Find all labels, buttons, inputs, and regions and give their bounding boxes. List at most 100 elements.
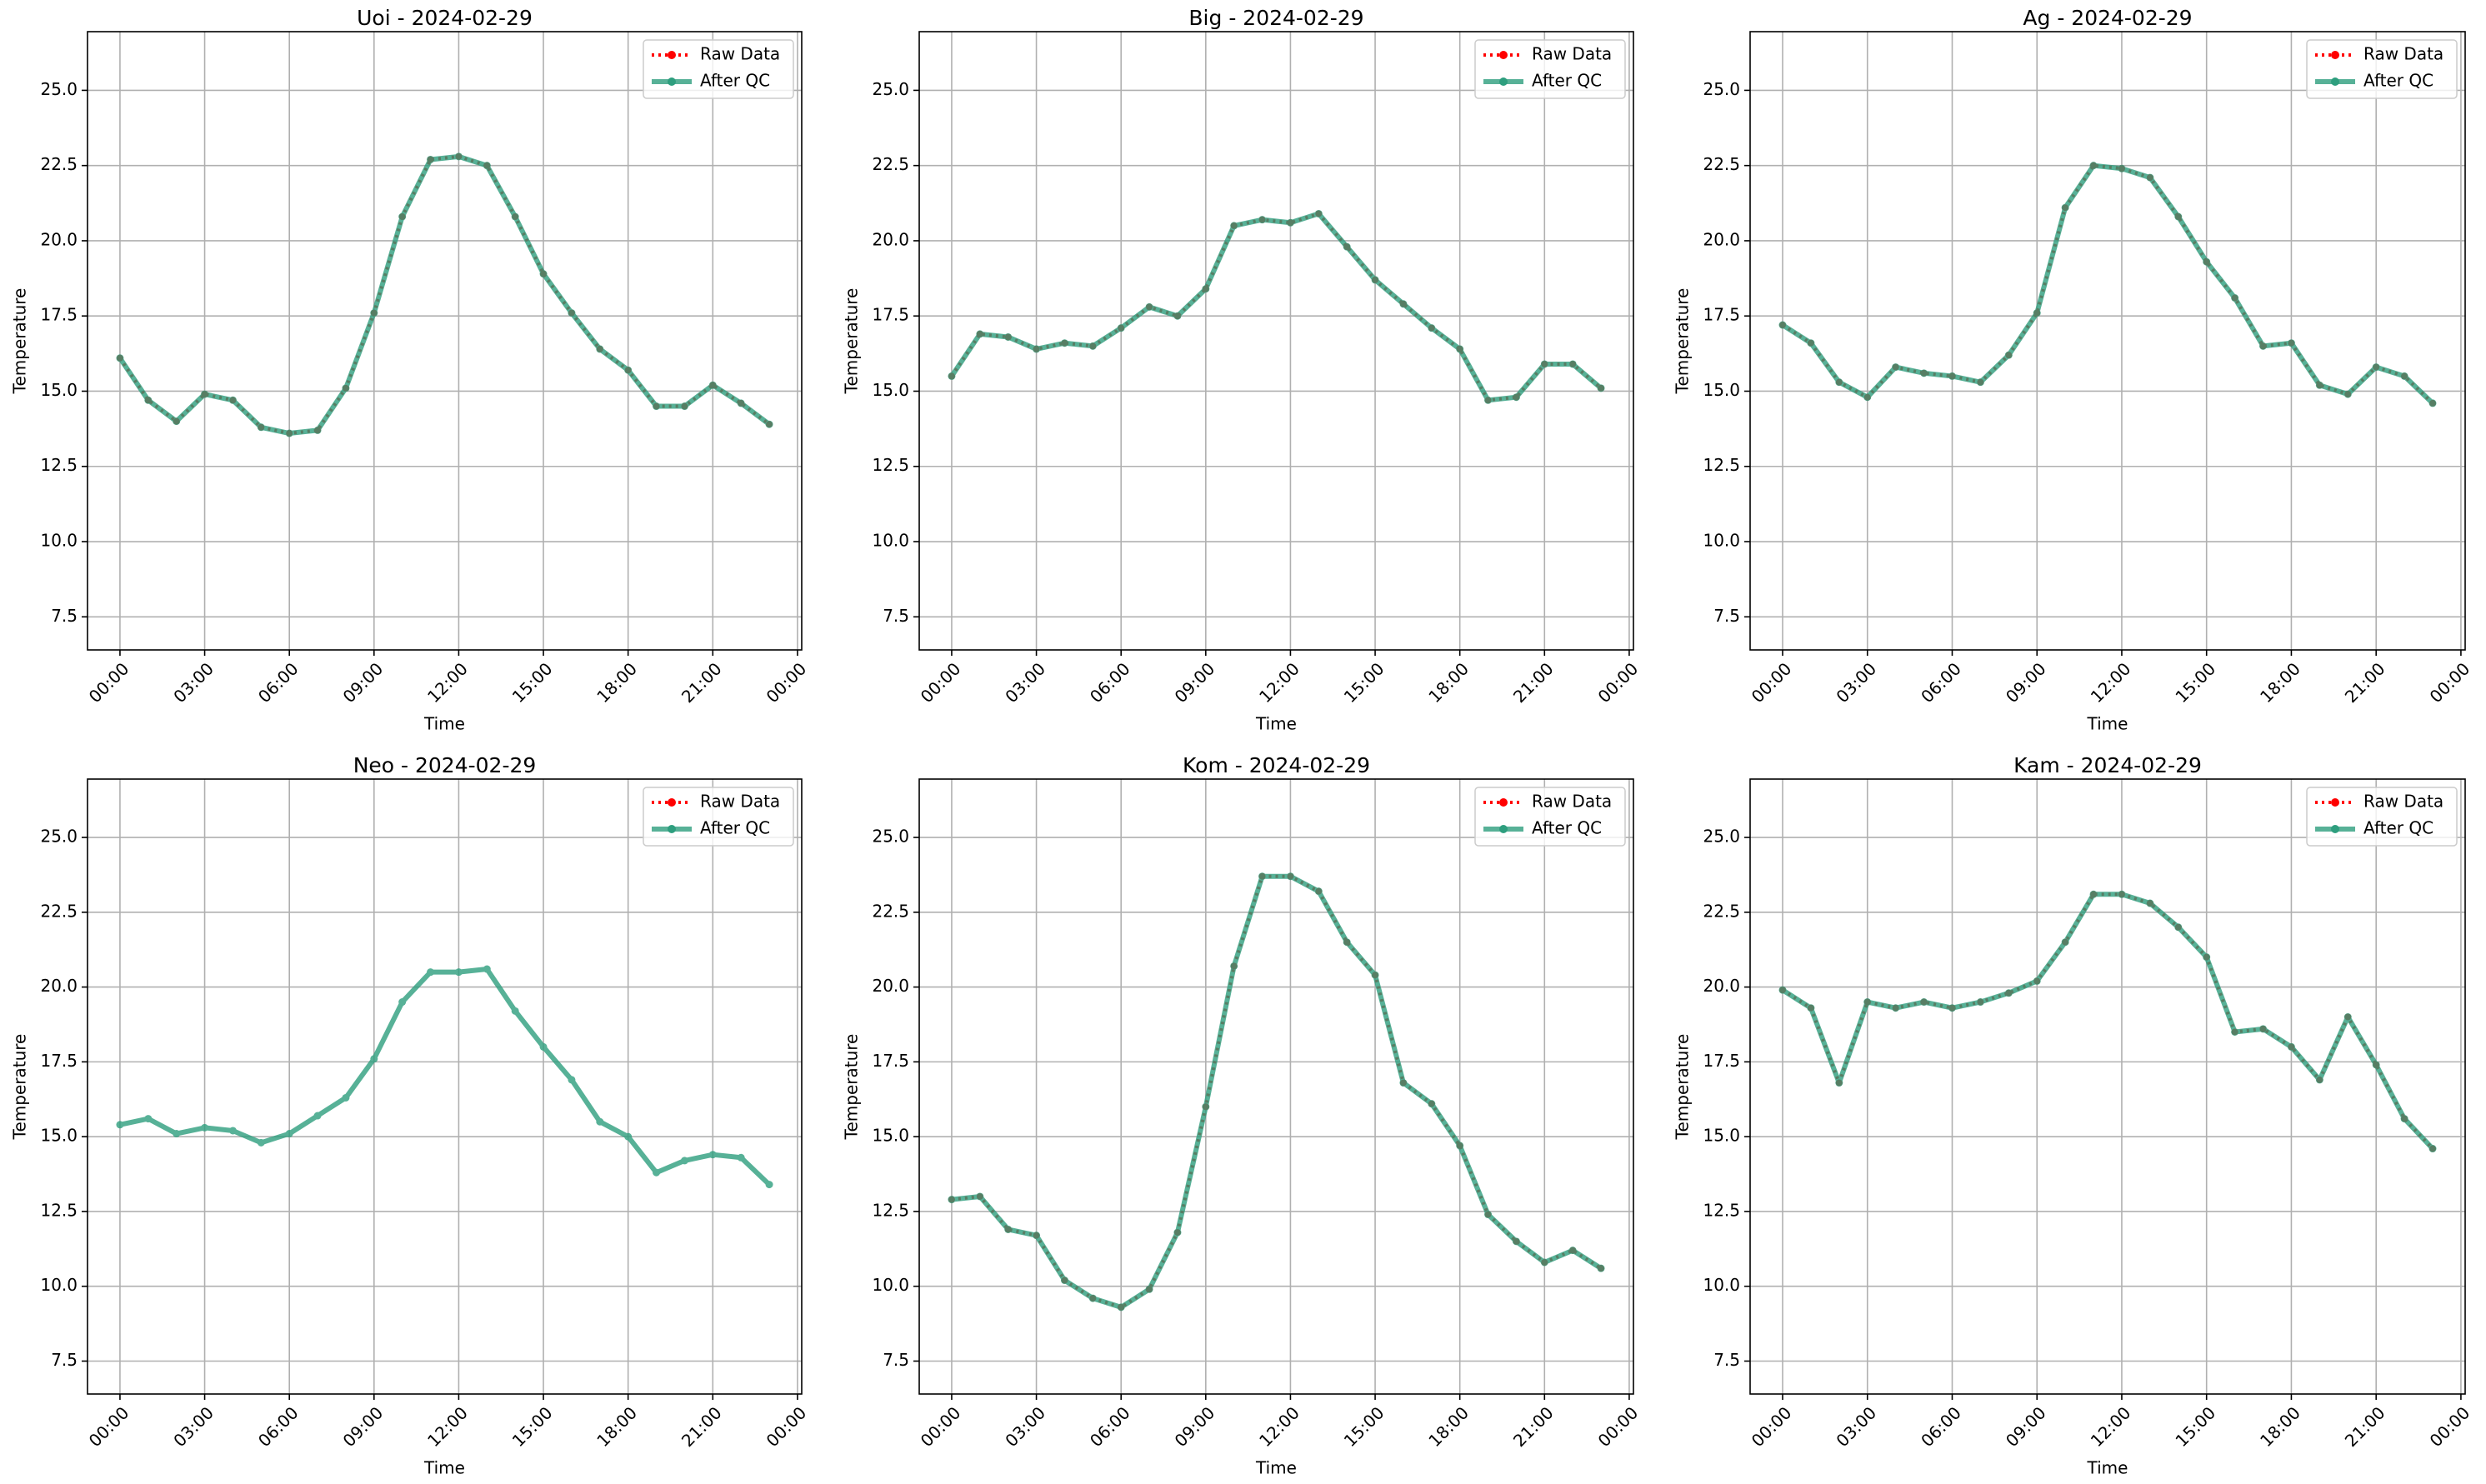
marker [2061,938,2069,947]
marker [511,212,519,221]
marker [1371,971,1379,979]
series [1779,891,2436,1152]
axes-frame [918,778,1634,1395]
marker [144,1115,153,1123]
x-tick-label: 09:00 [1171,658,1219,707]
legend: Raw Data After QC [2306,39,2458,99]
marker [173,417,181,426]
x-tick-label: 03:00 [1832,1402,1880,1451]
legend-marker [668,798,676,807]
legend-marker [2331,825,2339,833]
marker [1202,285,1210,293]
marker [2174,923,2183,932]
x-tick-label: 18:00 [593,658,641,707]
marker [173,1130,181,1138]
y-tick-label: 17.5 [872,1051,909,1071]
marker [2118,890,2126,898]
legend-label: Raw Data [1532,44,1612,64]
line [1781,892,2434,1150]
marker [2287,1042,2295,1051]
marker [2146,899,2154,907]
marker [1892,1004,1900,1012]
marker [342,384,350,392]
marker [1314,209,1323,217]
marker [1258,216,1267,224]
marker [1145,1285,1153,1293]
marker [2118,164,2126,172]
chart-title: Neo - 2024-02-29 [353,753,537,777]
marker [1399,1079,1408,1087]
series [948,872,1605,1311]
y-tick-label: 15.0 [872,1126,909,1146]
marker [1456,345,1464,353]
y-tick-label: 15.0 [40,1126,78,1146]
subplot: 00:00 03:00 06:00 09:00 12:00 15:00 18:00 21:00… [842,6,1643,734]
x-tick-label: 12:00 [1255,658,1303,707]
y-tick-label: 22.5 [872,901,909,921]
marker [1117,324,1125,332]
marker [1343,938,1351,947]
x-tick-label: 00:00 [1594,1402,1643,1451]
x-tick-label: 03:00 [1832,658,1880,707]
marker [2343,1013,2352,1022]
x-tick-label: 00:00 [1594,658,1643,707]
legend: Raw Data After QC [643,787,794,847]
marker [1920,369,1928,377]
x-tick-label: 06:00 [254,1402,303,1451]
y-tick-label: 12.5 [40,1200,78,1220]
y-tick-label: 10.0 [872,531,909,551]
x-tick-label: 03:00 [169,658,218,707]
series [1778,890,2437,1153]
marker [2400,372,2408,380]
marker [2146,173,2154,182]
chart-title: Kom - 2024-02-29 [1183,753,1370,777]
y-tick-label: 17.5 [1703,305,1740,325]
marker [680,402,688,411]
series [116,965,773,1189]
marker [1145,302,1153,311]
legend-marker [2331,51,2339,59]
marker [1863,393,1872,402]
y-tick-label: 17.5 [1703,1051,1740,1071]
x-tick-label: 00:00 [2426,1402,2474,1451]
x-tick-label: 09:00 [339,1402,388,1451]
marker [596,1117,604,1126]
marker [1033,1232,1041,1240]
subplot: 00:00 03:00 06:00 09:00 12:00 15:00 18:00 21:00… [10,753,811,1478]
line [1781,163,2434,405]
marker [2231,1027,2239,1036]
marker [2372,1061,2380,1069]
x-tick-label: 15:00 [1340,658,1388,707]
y-tick-label: 20.0 [40,229,78,249]
marker [1033,345,1041,353]
x-axis-label: Time [1255,1458,1297,1478]
marker [1202,1102,1210,1111]
marker [285,429,293,437]
y-tick-label: 7.5 [1713,1350,1740,1370]
marker [1835,1079,1843,1087]
legend: Raw Data After QC [1474,787,1626,847]
marker [398,998,407,1007]
x-tick-label: 09:00 [2002,658,2050,707]
marker [708,381,717,389]
marker [1484,396,1493,404]
marker [201,1123,209,1132]
legend-marker [1499,51,1508,59]
marker [2004,989,2013,997]
marker [2033,977,2041,985]
marker [313,1112,322,1120]
line [1781,162,2435,406]
series [948,872,1605,1312]
marker [1399,300,1408,308]
y-tick-label: 7.5 [51,606,78,626]
y-tick-label: 7.5 [883,1350,909,1370]
marker [1060,339,1068,347]
x-axis-label: Time [423,1458,465,1478]
x-axis-label: Time [2087,714,2128,734]
legend-label: After QC [2363,818,2433,838]
x-tick-label: 12:00 [2087,658,2135,707]
marker [427,155,435,163]
y-tick-label: 25.0 [40,79,78,99]
marker [1428,1100,1436,1108]
